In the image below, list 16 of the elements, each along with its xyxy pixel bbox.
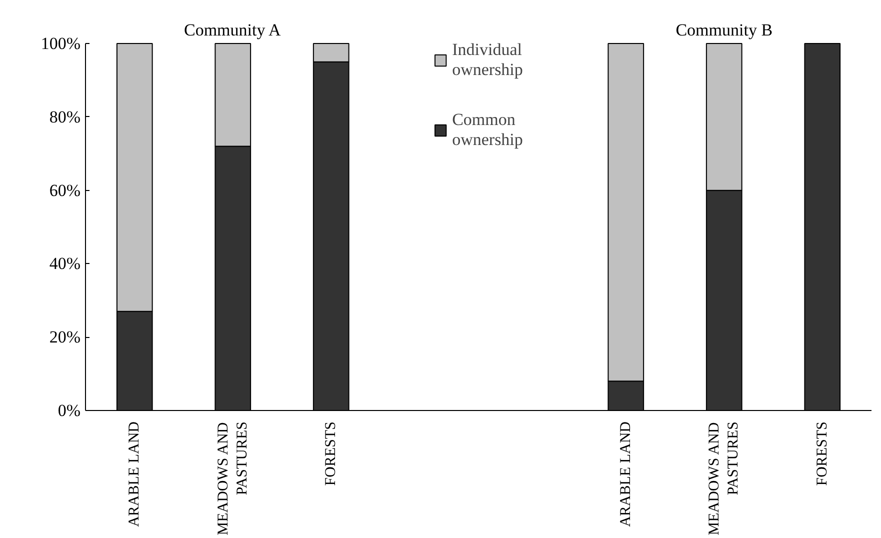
y-tick-label: 40% xyxy=(49,254,81,274)
x-tick-label: ARABLE LAND xyxy=(126,421,143,527)
y-tick-label: 20% xyxy=(49,328,81,347)
y-tick-label: 100% xyxy=(40,34,81,54)
x-tick-label: FORESTS xyxy=(323,421,340,486)
text: Community A xyxy=(184,20,282,40)
y-tick-label: 80% xyxy=(49,107,81,126)
x-tick-label: FORESTS xyxy=(814,421,830,486)
y-tick-label: 60% xyxy=(49,180,81,200)
x-tick-label: MEADOWS AND PASTURES xyxy=(706,421,742,536)
legend-label: Common ownership xyxy=(452,110,523,150)
y-tick-label: 0% xyxy=(58,401,81,420)
x-tick-label: MEADOWS AND PASTURES xyxy=(215,421,250,536)
text: Community B xyxy=(676,20,773,40)
legend-label: Individual ownership xyxy=(452,40,523,80)
x-tick-label: ARABLE LAND xyxy=(618,421,634,527)
